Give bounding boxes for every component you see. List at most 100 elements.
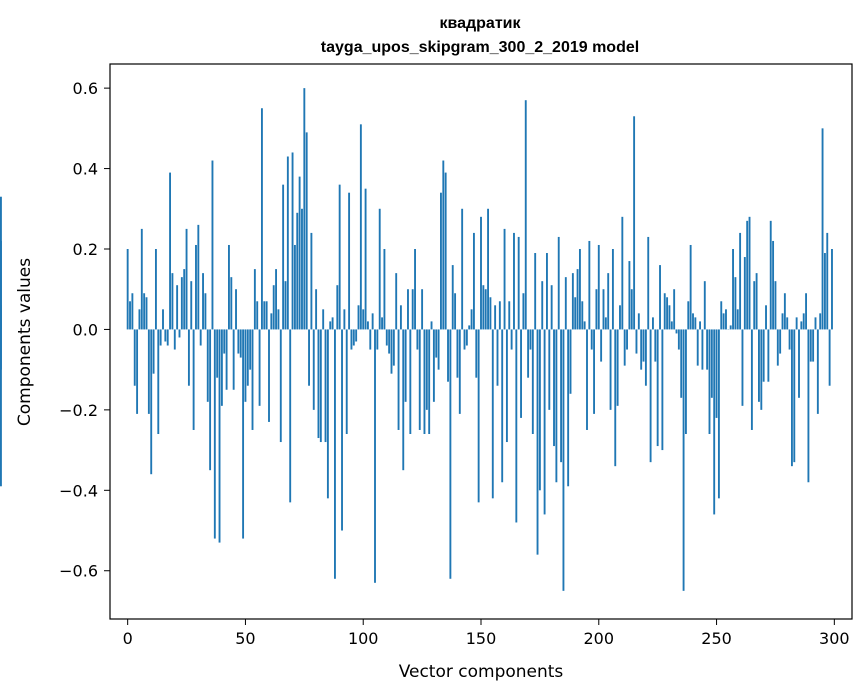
bar (444, 172, 447, 330)
y-tick-label: 0.6 (73, 79, 98, 98)
bar (197, 224, 200, 330)
bar (597, 244, 600, 330)
bar (378, 208, 381, 330)
bar (411, 289, 414, 330)
bar (150, 329, 153, 475)
bar (336, 285, 339, 330)
bar (129, 301, 131, 330)
bar (522, 293, 525, 330)
bar (677, 329, 680, 350)
bar (689, 244, 692, 330)
bar (437, 329, 440, 370)
bar (725, 309, 727, 330)
bar (190, 281, 193, 330)
bar (571, 273, 574, 330)
bar (609, 329, 612, 410)
bar (449, 329, 452, 579)
bar (814, 317, 817, 330)
bar (447, 329, 449, 382)
bars-group (0, 88, 833, 591)
bar (270, 313, 273, 330)
bar (713, 329, 716, 515)
bar (515, 329, 518, 523)
bar (781, 313, 784, 330)
x-tick-label: 50 (235, 629, 255, 648)
bar (388, 329, 391, 354)
bar (703, 281, 706, 330)
bar (819, 313, 822, 330)
bar (614, 329, 617, 467)
x-tick-label: 0 (123, 629, 133, 648)
bar (800, 321, 803, 330)
bar (381, 317, 383, 330)
bar (536, 329, 539, 555)
bar (762, 329, 765, 382)
bar (503, 228, 506, 330)
bar (308, 329, 310, 386)
bar (741, 329, 744, 406)
bar (720, 301, 723, 330)
bar (541, 281, 544, 330)
bar (322, 309, 325, 330)
bar (520, 329, 522, 418)
bar (0, 329, 2, 487)
bar (162, 309, 164, 330)
bar (458, 329, 461, 414)
bar (656, 329, 659, 447)
bar (209, 329, 212, 471)
bar (263, 301, 266, 330)
bar (755, 273, 758, 330)
bar (630, 289, 633, 330)
bar (621, 216, 624, 330)
bar (303, 88, 306, 330)
bar (315, 289, 318, 330)
bar (275, 269, 277, 330)
bar (399, 305, 402, 330)
bar (675, 329, 678, 334)
y-tick-label: 0.4 (73, 160, 98, 179)
bar (548, 329, 551, 410)
y-tick-label: −0.2 (59, 401, 98, 420)
bar (786, 317, 789, 330)
bar (750, 329, 753, 430)
bar (244, 329, 247, 402)
bar (152, 329, 155, 374)
bar (331, 317, 334, 330)
bar (710, 329, 713, 398)
bar (482, 285, 485, 330)
bar (812, 329, 815, 362)
bar (687, 301, 690, 330)
bar (501, 329, 504, 483)
bar (202, 273, 204, 330)
bar (798, 329, 800, 398)
bar (345, 329, 348, 434)
x-axis-label: Vector components (399, 662, 564, 682)
y-axis-ticks: −0.6 −0.4 −0.2 0.0 0.2 0.4 0.6 (59, 79, 110, 581)
bar (350, 329, 353, 350)
bar (425, 329, 428, 410)
x-axis-ticks: 0 50 100 150 200 250 300 (123, 619, 850, 648)
bar (802, 313, 805, 330)
bar (484, 289, 487, 330)
bar (663, 293, 666, 330)
x-tick-label: 300 (819, 629, 850, 648)
bar (489, 297, 492, 330)
bar (586, 329, 588, 430)
bar (147, 329, 150, 414)
bar (171, 273, 174, 330)
bar (291, 152, 294, 330)
bar (359, 124, 362, 330)
bar (567, 329, 570, 487)
bar (649, 329, 652, 463)
bar (553, 329, 555, 447)
bar (774, 281, 777, 330)
bar (383, 249, 386, 330)
bar (348, 192, 351, 330)
bar (581, 301, 584, 330)
bar (418, 329, 421, 430)
bar (666, 297, 669, 330)
bar (647, 236, 650, 330)
x-tick-label: 100 (348, 629, 379, 648)
bar (682, 329, 685, 591)
bar (491, 329, 494, 499)
